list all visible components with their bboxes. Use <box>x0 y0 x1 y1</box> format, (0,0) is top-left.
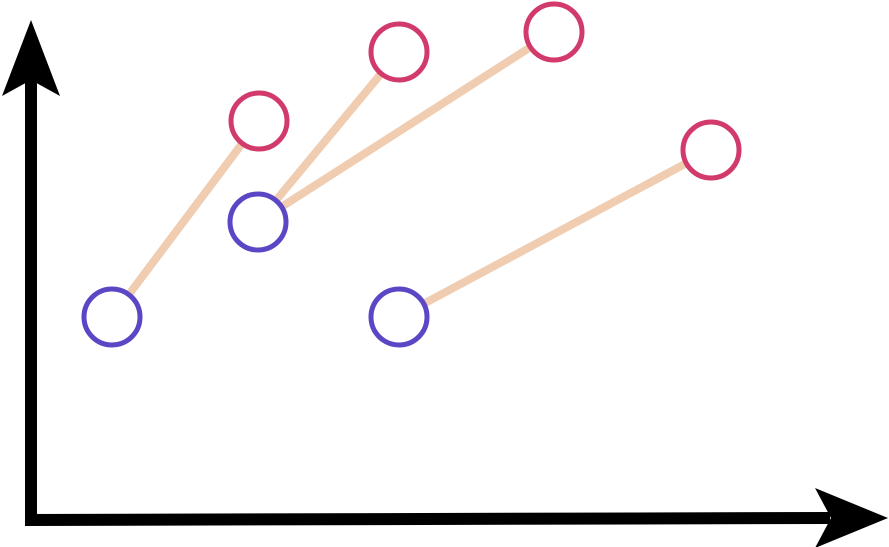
target-node-t2 <box>368 21 430 83</box>
source-node-s1 <box>81 286 143 348</box>
x-axis-line <box>24 512 831 526</box>
target-node-t3 <box>523 1 585 63</box>
source-node-s2 <box>227 191 289 253</box>
target-node-t4 <box>680 119 742 181</box>
link-s2-t2 <box>254 49 403 225</box>
source-node-s3 <box>368 286 430 348</box>
link-s2-t3 <box>255 28 557 226</box>
x-axis-arrowhead <box>815 488 888 547</box>
link-s1-t1 <box>108 118 263 320</box>
axes <box>2 20 888 547</box>
target-node-t1 <box>228 90 290 152</box>
links-layer <box>108 28 713 321</box>
y-axis-arrowhead <box>2 20 60 96</box>
link-s3-t4 <box>397 146 713 321</box>
nodes-layer <box>81 1 742 348</box>
